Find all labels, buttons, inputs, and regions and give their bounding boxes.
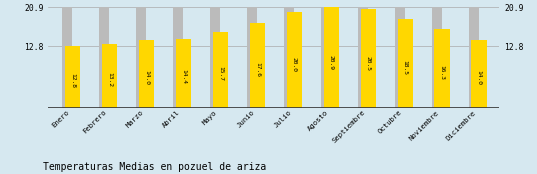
- Text: 12.8: 12.8: [70, 73, 75, 88]
- Bar: [358, 7, 368, 108]
- Text: 20.9: 20.9: [329, 55, 334, 70]
- Text: 20.5: 20.5: [366, 56, 371, 71]
- Bar: [139, 41, 154, 108]
- Bar: [99, 7, 110, 108]
- Bar: [176, 38, 191, 108]
- Bar: [324, 7, 339, 108]
- Text: 13.2: 13.2: [107, 72, 112, 87]
- Bar: [287, 11, 302, 108]
- Bar: [284, 7, 294, 108]
- Bar: [173, 7, 183, 108]
- Bar: [136, 7, 146, 108]
- Bar: [321, 7, 331, 108]
- Bar: [395, 7, 405, 108]
- Bar: [210, 7, 220, 108]
- Bar: [62, 7, 72, 108]
- Text: 15.7: 15.7: [218, 66, 223, 81]
- Bar: [397, 19, 413, 108]
- Bar: [250, 23, 265, 108]
- Bar: [469, 7, 479, 108]
- Bar: [65, 46, 80, 108]
- Bar: [471, 41, 487, 108]
- Bar: [247, 7, 257, 108]
- Bar: [434, 29, 450, 108]
- Text: Temperaturas Medias en pozuel de ariza: Temperaturas Medias en pozuel de ariza: [43, 162, 266, 172]
- Bar: [360, 9, 376, 108]
- Text: 17.6: 17.6: [255, 62, 260, 77]
- Text: 14.4: 14.4: [181, 69, 186, 84]
- Bar: [432, 7, 442, 108]
- Text: 20.0: 20.0: [292, 57, 297, 72]
- Text: 14.0: 14.0: [477, 70, 482, 85]
- Text: 18.5: 18.5: [403, 60, 408, 75]
- Text: 16.3: 16.3: [440, 65, 445, 80]
- Text: 14.0: 14.0: [144, 70, 149, 85]
- Bar: [213, 32, 228, 108]
- Bar: [101, 44, 117, 108]
